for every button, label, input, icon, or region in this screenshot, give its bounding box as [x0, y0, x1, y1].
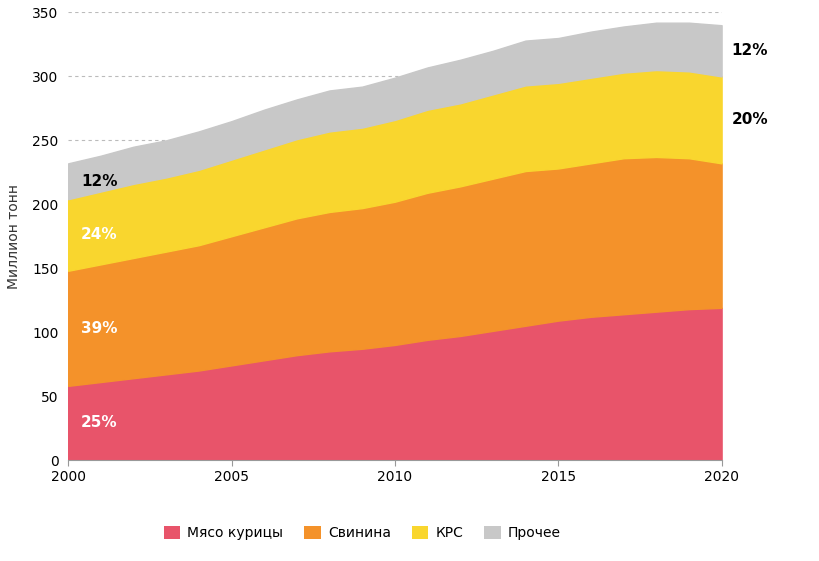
Text: 24%: 24%	[81, 227, 118, 242]
Text: 12%: 12%	[81, 174, 118, 188]
Text: 20%: 20%	[731, 112, 767, 127]
Text: 39%: 39%	[81, 321, 118, 336]
Text: 12%: 12%	[731, 43, 767, 58]
Text: 25%: 25%	[81, 416, 118, 430]
Legend: Мясо курицы, Свинина, КРС, Прочее: Мясо курицы, Свинина, КРС, Прочее	[158, 521, 565, 546]
Y-axis label: Миллион тонн: Миллион тонн	[7, 184, 21, 289]
Text: 35%: 35%	[731, 376, 767, 392]
Text: 33%: 33%	[731, 228, 767, 243]
